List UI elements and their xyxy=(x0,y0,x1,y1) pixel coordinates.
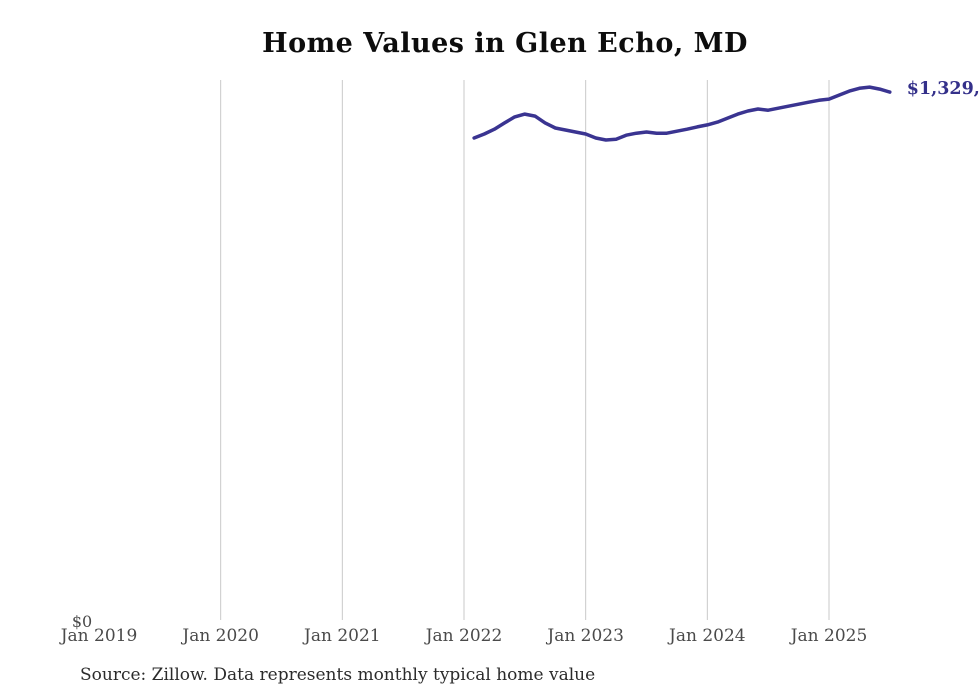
home-value-line-series xyxy=(472,85,892,142)
x-tick-label: Jan 2020 xyxy=(180,626,259,646)
x-tick-labels-group: Jan 2019 Jan 2020 Jan 2021 Jan 2022 Jan 2023… xyxy=(59,626,868,646)
end-value-label: $1,329,4 xyxy=(907,79,980,99)
x-tick-label: Jan 2023 xyxy=(545,626,624,646)
chart-plot: Jan 2019 Jan 2020 Jan 2021 Jan 2022 Jan 2023… xyxy=(59,79,980,646)
source-note: Source: Zillow. Data represents monthly … xyxy=(80,665,596,685)
x-tick-label: Jan 2022 xyxy=(424,626,503,646)
y-axis-zero-label: $0 xyxy=(72,612,92,631)
chart-title: Home Values in Glen Echo, MD xyxy=(262,28,748,59)
x-tick-label: Jan 2024 xyxy=(667,626,746,646)
x-tick-label: Jan 2025 xyxy=(789,626,868,646)
x-tick-label: Jan 2019 xyxy=(59,626,138,646)
x-tick-label: Jan 2021 xyxy=(302,626,381,646)
gridlines-group xyxy=(220,80,830,620)
